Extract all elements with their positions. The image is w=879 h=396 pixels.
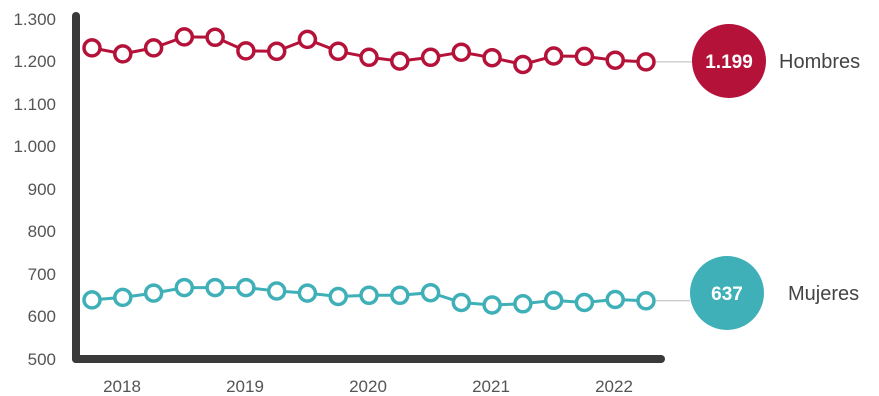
data-point (174, 277, 195, 298)
data-point (420, 282, 441, 303)
data-point (543, 46, 564, 66)
data-point (266, 281, 287, 301)
series-mujeres (82, 277, 690, 315)
data-point (205, 277, 225, 298)
data-point (113, 287, 133, 308)
data-point (390, 285, 410, 306)
data-point (359, 47, 379, 68)
data-point (143, 38, 164, 58)
x-tick-label: 2021 (472, 377, 510, 396)
y-tick-label: 1.200 (13, 52, 56, 71)
x-tick-label: 2020 (349, 377, 387, 396)
y-axis-ticks: 1.300 1.200 1.100 1.000 900 800 700 600 … (13, 10, 56, 369)
series-name-label: Mujeres (788, 283, 859, 305)
end-value-label: 1.199 (705, 52, 753, 73)
data-point (174, 27, 195, 47)
y-tick-label: 1.300 (13, 10, 56, 29)
data-point (205, 27, 225, 48)
end-marker-hombres: 1.199 Hombres (692, 24, 860, 98)
data-point (266, 41, 287, 62)
y-tick-label: 900 (28, 180, 56, 199)
data-point (297, 283, 318, 303)
data-point (636, 52, 656, 72)
x-tick-label: 2022 (595, 377, 633, 396)
data-point (636, 291, 656, 311)
data-point (605, 289, 625, 310)
series-hombres (82, 27, 692, 75)
data-point (297, 29, 318, 50)
data-point (451, 42, 472, 62)
data-point (543, 290, 564, 311)
data-point (420, 47, 441, 68)
data-point (482, 47, 502, 68)
data-point (236, 41, 256, 61)
data-point (451, 292, 472, 313)
data-point (574, 292, 595, 313)
data-point (328, 41, 348, 62)
series-name-label: Hombres (779, 51, 860, 73)
y-tick-label: 500 (28, 350, 56, 369)
y-tick-label: 800 (28, 222, 56, 241)
end-marker-mujeres: 637 Mujeres (690, 256, 859, 330)
end-value-circle (692, 24, 766, 98)
data-point (236, 277, 256, 298)
data-point (143, 283, 164, 303)
y-tick-label: 600 (28, 307, 56, 326)
data-point (82, 290, 102, 310)
end-value-circle (690, 256, 764, 330)
data-point (605, 50, 625, 70)
y-tick-label: 1.100 (13, 95, 56, 114)
data-point (482, 295, 502, 315)
x-tick-label: 2018 (103, 377, 141, 396)
data-point (513, 294, 533, 314)
y-tick-label: 1.000 (13, 137, 56, 156)
data-point (82, 38, 102, 58)
data-point (574, 46, 595, 67)
data-point (328, 286, 348, 307)
axes (72, 12, 665, 363)
data-point (390, 51, 410, 71)
data-point (113, 44, 133, 64)
y-tick-label: 700 (28, 265, 56, 284)
x-axis-ticks: 2018 2019 2020 2021 2022 (103, 377, 633, 396)
data-point (359, 285, 379, 306)
data-point (513, 54, 533, 75)
end-value-label: 637 (711, 284, 743, 305)
x-tick-label: 2019 (226, 377, 264, 396)
